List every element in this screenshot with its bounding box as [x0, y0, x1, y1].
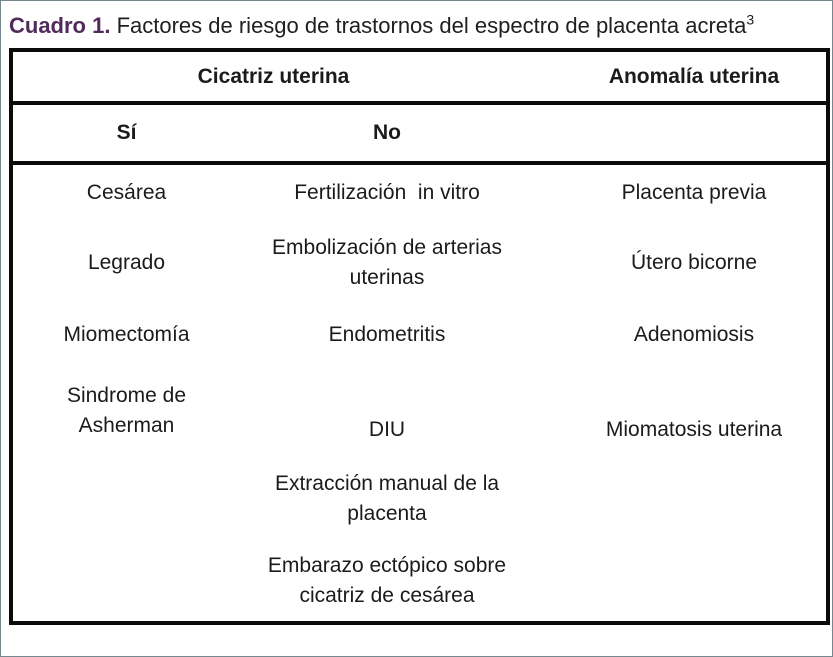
table-cell: DIU	[368, 418, 406, 441]
table-cell-empty	[534, 541, 828, 623]
table-cell-empty	[11, 541, 240, 623]
table-row: Extracción manual de la placenta	[11, 456, 828, 541]
table-cell-empty	[11, 456, 240, 541]
table-row: Legrado Embolización de arterias uterina…	[11, 220, 828, 305]
table-cell-empty	[534, 456, 828, 541]
table-caption: Cuadro 1. Factores de riesgo de trastorn…	[1, 1, 832, 48]
header-cicatriz-uterina: Cicatriz uterina	[11, 50, 534, 105]
table-cell: Adenomiosis	[633, 323, 755, 346]
subheader-si: Sí	[11, 103, 240, 165]
table-cell: Miomatosis uterina	[605, 418, 783, 441]
caption-superscript: 3	[746, 11, 755, 28]
risk-factors-table: Cicatriz uterina Anomalía uterina Sí No …	[9, 48, 830, 625]
table-cell: Fertilización in vitro	[294, 180, 480, 204]
caption-label: Cuadro 1.	[9, 13, 111, 38]
table-cell: Endometritis	[328, 323, 446, 346]
caption-text: Factores de riesgo de trastornos del esp…	[110, 13, 747, 38]
table-cell: Útero bicorne	[630, 250, 758, 274]
table-row: Sindrome de Asherman DIU Miomatosis uter…	[11, 365, 828, 456]
header-row: Cicatriz uterina Anomalía uterina	[11, 50, 828, 105]
table-cell: Legrado	[87, 250, 166, 274]
header-anomalia-uterina: Anomalía uterina	[534, 50, 828, 105]
subheader-no: No	[240, 103, 534, 165]
table-cell: Cesárea	[86, 180, 167, 204]
table-row: Embarazo ectópico sobre cicatriz de cesá…	[11, 541, 828, 623]
table-cell: Extracción manual de la placenta	[274, 471, 500, 525]
table-row: Miomectomía Endometritis Adenomiosis	[11, 305, 828, 365]
table-row: Cesárea Fertilización in vitro Placenta …	[11, 163, 828, 220]
table-cell: Embolización de arterias uterinas	[272, 235, 502, 289]
table-cell: Placenta previa	[621, 180, 767, 204]
subheader-row: Sí No	[11, 103, 828, 165]
table-cell: Sindrome de Asherman	[66, 383, 187, 437]
table-cell: Miomectomía	[63, 323, 190, 346]
subheader-empty	[534, 103, 828, 165]
table-cell: Embarazo ectópico sobre cicatriz de cesá…	[267, 554, 507, 607]
